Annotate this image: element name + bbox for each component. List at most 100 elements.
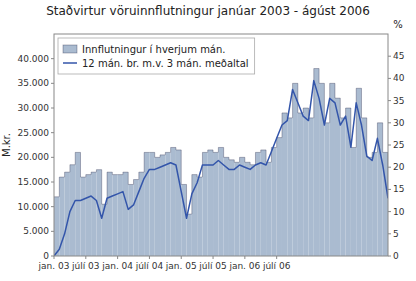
x-axis: jan. 03júlí 03jan. 04júlí 04jan. 05júlí … [38, 256, 291, 271]
y2-tick-label: 35 [393, 96, 404, 106]
x-tick-label: jan. 04 [101, 261, 133, 271]
area-step [187, 214, 192, 256]
area-step [367, 157, 372, 256]
area-step [54, 197, 59, 256]
area-step-edge [149, 152, 154, 153]
y-tick [51, 83, 54, 84]
area-step [128, 184, 133, 256]
area-step-edge [181, 150, 186, 185]
line-series [54, 81, 388, 256]
area-step-edge [250, 162, 255, 164]
y2-tick [388, 211, 391, 212]
y-tick [51, 58, 54, 59]
area-step-edge [155, 152, 160, 157]
area-step-edge [144, 152, 149, 172]
area-step-edge [86, 175, 91, 177]
area-step [293, 83, 298, 256]
x-tick [54, 256, 55, 259]
area-step [59, 177, 64, 256]
area-step-edge [59, 177, 64, 197]
y2-tick-label: 30 [393, 118, 405, 128]
area-step [86, 175, 91, 256]
x-tick [244, 256, 245, 259]
y-tick-label: 15.000 [18, 177, 50, 187]
y-tick-label: 25.000 [18, 128, 50, 138]
area-step-edge [192, 175, 197, 214]
y-tick-label: 40.000 [18, 54, 50, 64]
area-step-edge [240, 157, 245, 162]
area-step-edge [118, 174, 123, 175]
area-step-edge [81, 152, 86, 177]
area-step-edge [176, 147, 181, 149]
area-step [165, 152, 170, 256]
area-step [224, 157, 229, 256]
area-step-edge [319, 69, 324, 84]
y2-tick [388, 233, 391, 234]
area-step-edge [234, 160, 239, 162]
area-step-edge [261, 150, 266, 152]
area-step [91, 172, 96, 256]
area-step [303, 108, 308, 256]
x-tick-label: júlí 05 [198, 261, 227, 271]
legend-swatch [63, 62, 77, 64]
y2-axis-label: % [393, 19, 403, 30]
area-step [324, 123, 329, 256]
area-step [287, 118, 292, 256]
x-tick [117, 256, 118, 259]
area-step [255, 152, 260, 256]
y2-tick-label: 0 [393, 251, 399, 261]
x-tick [181, 256, 182, 259]
x-tick-label: júlí 06 [262, 261, 291, 271]
y-tick [51, 132, 54, 133]
x-tick [149, 256, 150, 259]
y-tick-label: 20.000 [18, 152, 50, 162]
legend-box [58, 38, 255, 74]
area-step [112, 175, 117, 256]
area-step [271, 147, 276, 256]
chart: Staðvirtur vöruinnflutningur janúar 2003… [0, 0, 416, 281]
y-tick [51, 206, 54, 207]
marks [54, 69, 388, 256]
area-step [160, 155, 165, 256]
area-step [245, 162, 250, 256]
area-step [75, 152, 80, 256]
area-step-edge [91, 172, 96, 174]
y-tick [51, 182, 54, 183]
area-step [261, 150, 266, 256]
area-step-edge [361, 88, 366, 118]
area-step [298, 113, 303, 256]
plot-background [54, 34, 388, 256]
y2-tick-label: 15 [393, 184, 404, 194]
area-step-edge [165, 152, 170, 154]
x-tick [213, 256, 214, 259]
area-step-edge [208, 150, 213, 152]
area-step-edge [340, 98, 345, 118]
area-step [107, 172, 112, 256]
y-tick-label: 30.000 [18, 103, 50, 113]
y-tick [51, 157, 54, 158]
area-step-edge [107, 172, 112, 204]
area-step-edge [229, 157, 234, 159]
area-step [372, 152, 377, 256]
area-step [118, 175, 123, 256]
area-step [102, 204, 107, 256]
area-step-edge [171, 147, 176, 152]
area-step [202, 152, 207, 256]
area-step [96, 170, 101, 256]
y2-tick [388, 167, 391, 168]
x-tick-label: jan. 03 [38, 261, 70, 271]
area-series [54, 69, 388, 256]
x-tick [85, 256, 86, 259]
area-step [266, 162, 271, 256]
area-step [208, 150, 213, 256]
y2-tick-label: 5 [393, 229, 399, 239]
area-step-edge [70, 165, 75, 172]
x-tick [276, 256, 277, 259]
area-step-edge [213, 150, 218, 152]
area-step [134, 180, 139, 256]
area-step [81, 177, 86, 256]
y-axis-label: M.kr. [1, 133, 12, 157]
area-step [282, 113, 287, 256]
y2-tick [388, 100, 391, 101]
area-step-edge [75, 152, 80, 164]
